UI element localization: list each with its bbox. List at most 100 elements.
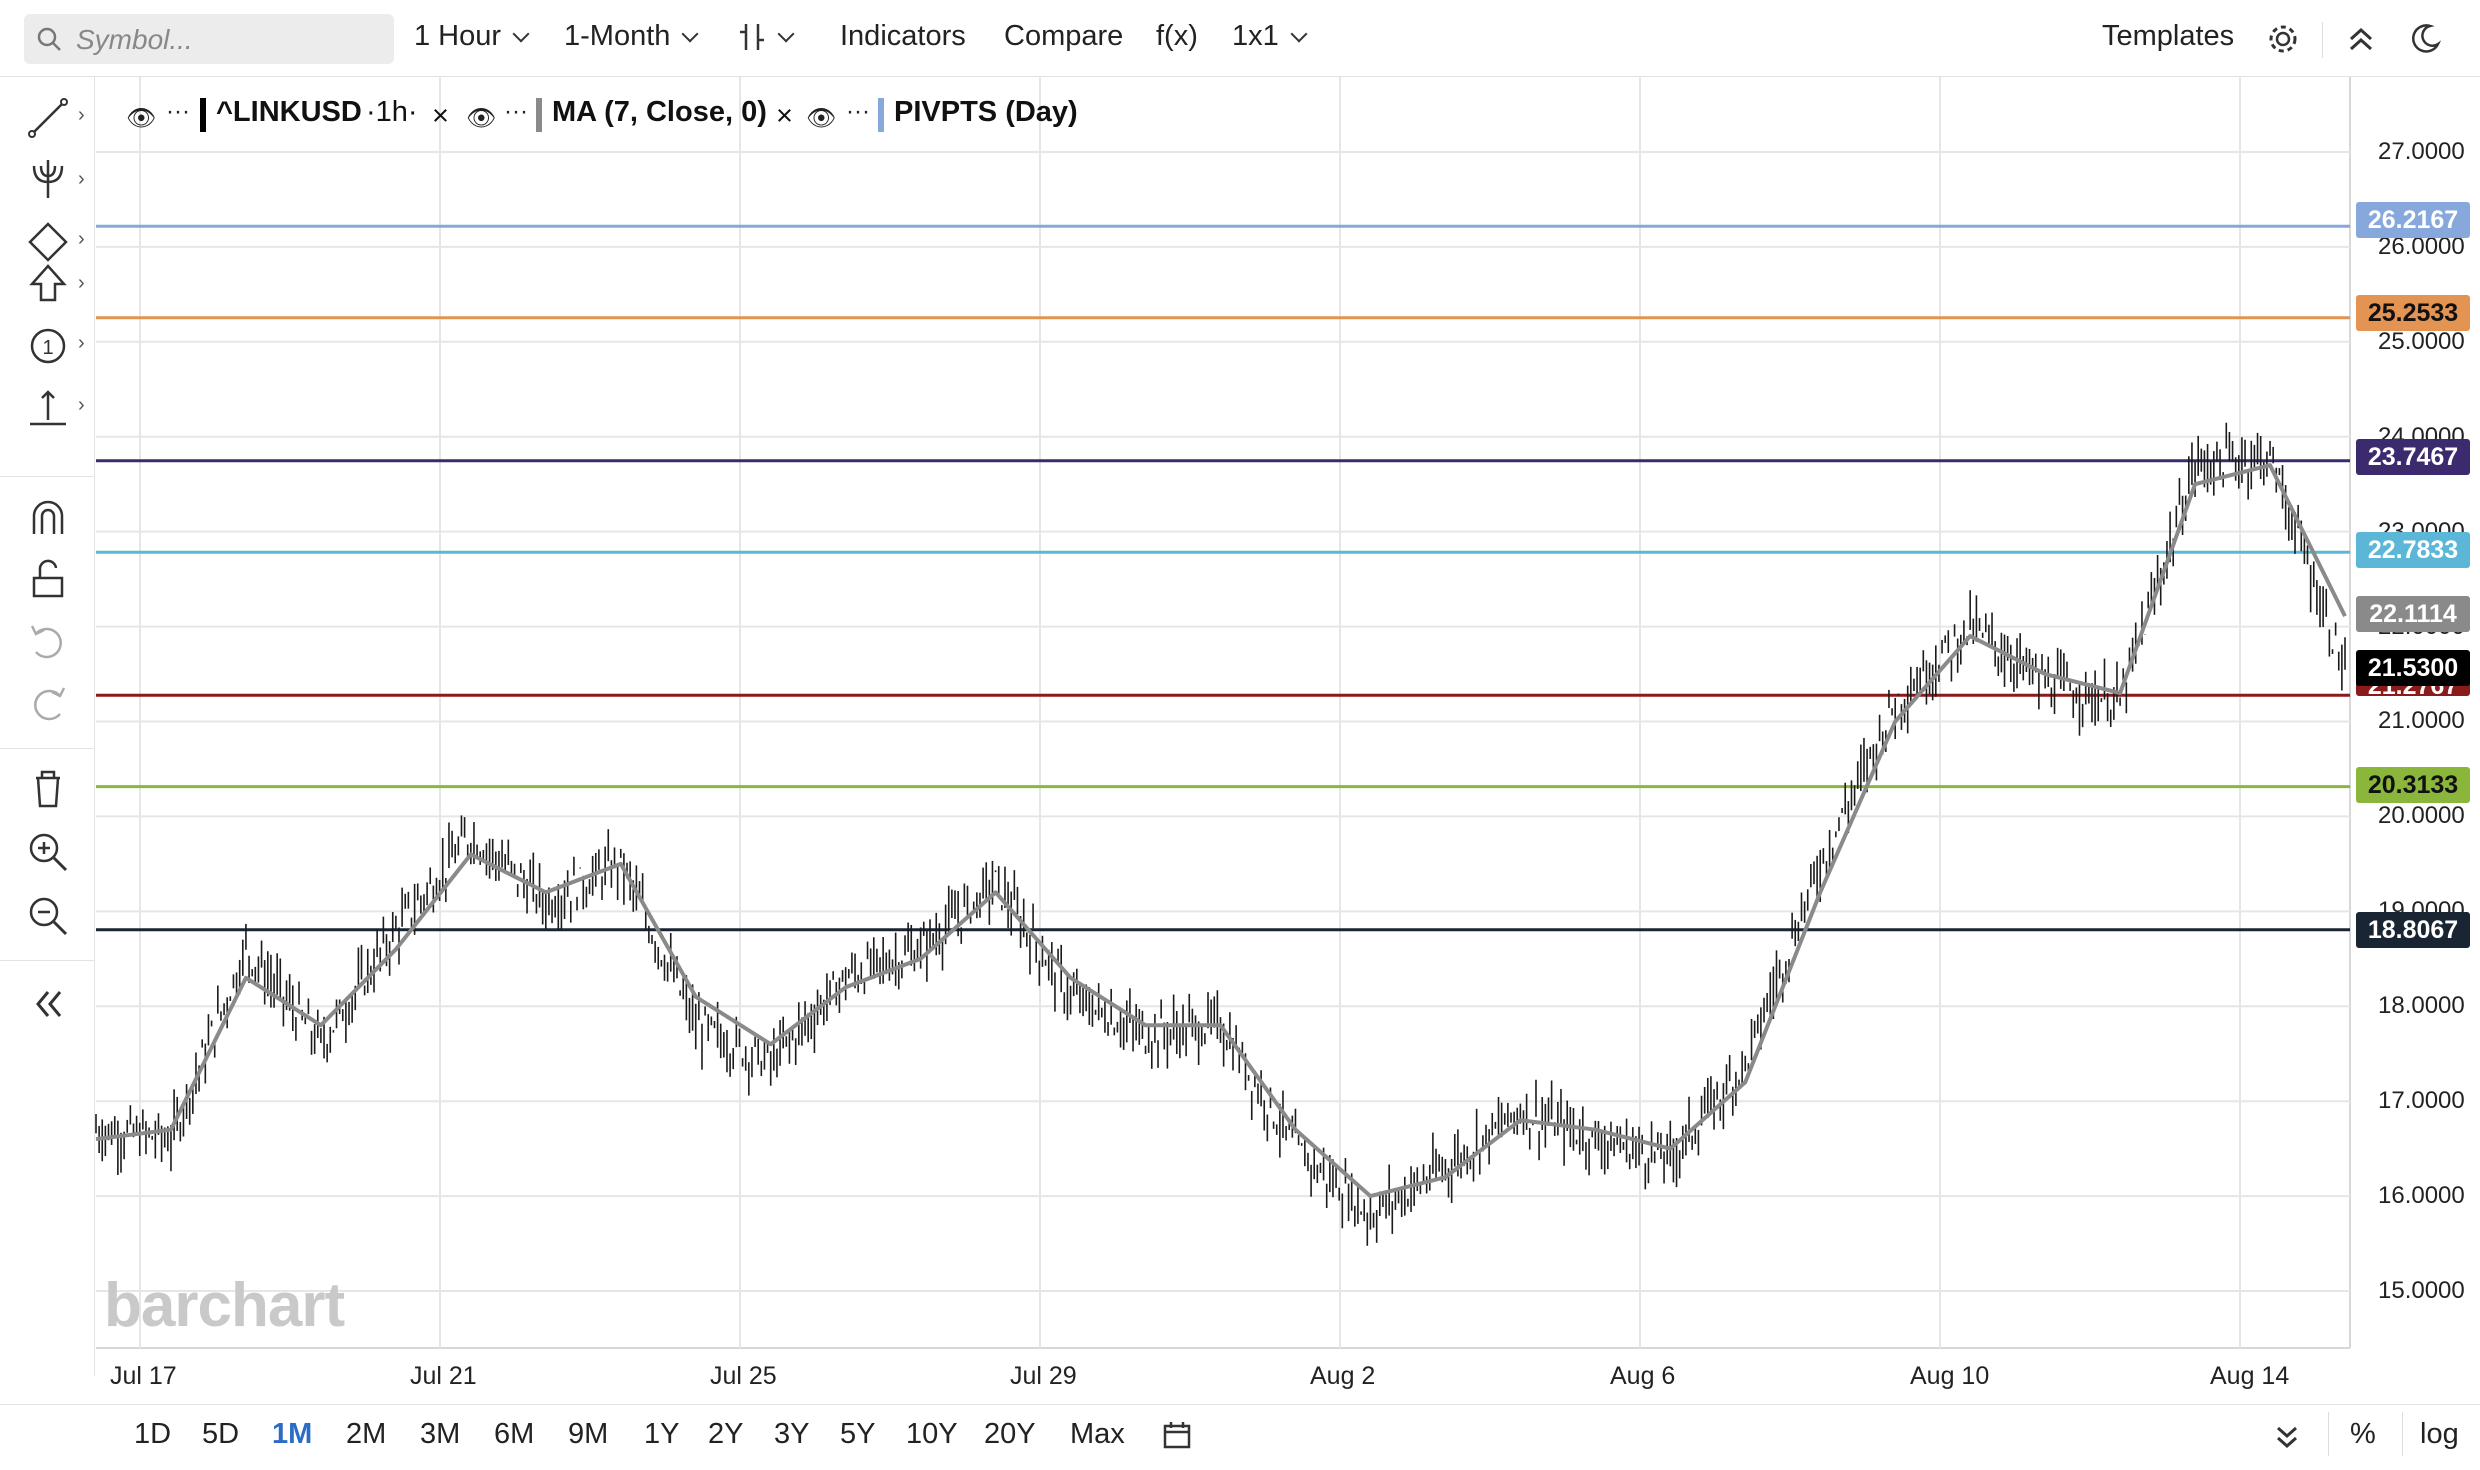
eye-icon[interactable]: 👁 [806, 105, 837, 132]
bottom-divider [2402, 1412, 2403, 1456]
range-button-3y[interactable]: 3Y [774, 1418, 810, 1450]
chevron-right-icon[interactable]: › [78, 332, 85, 354]
range-button-5y[interactable]: 5Y [840, 1418, 876, 1450]
arrow-up-icon[interactable] [24, 260, 72, 308]
price-bars [95, 422, 2346, 1246]
trendline-icon[interactable] [24, 94, 72, 142]
interval-dropdown[interactable]: 1 Hour [414, 20, 530, 53]
layout-label: 1x1 [1232, 20, 1279, 52]
y-tick-label: 17.0000 [2378, 1087, 2465, 1115]
barchart-watermark: barchart [104, 1271, 345, 1340]
symbol-search[interactable] [24, 14, 394, 64]
search-input[interactable] [74, 22, 378, 58]
range-button-1d[interactable]: 1D [134, 1418, 172, 1450]
moon-icon[interactable] [2408, 22, 2442, 56]
interval-label: 1 Hour [414, 20, 502, 52]
redo-icon[interactable] [24, 680, 72, 728]
chevron-down-icon [512, 25, 530, 43]
chevron-down-icon [777, 25, 795, 43]
toolbar-divider [2322, 22, 2323, 58]
legend-interval: ·1h· [366, 96, 418, 128]
x-tick-label: Aug 10 [1910, 1362, 1990, 1390]
sidebar-divider [0, 476, 94, 477]
expand-down-icon[interactable] [2272, 1422, 2302, 1452]
x-tick-label: Jul 29 [1010, 1362, 1077, 1390]
chart-type-dropdown[interactable] [738, 20, 795, 53]
chevron-right-icon[interactable]: › [78, 168, 85, 190]
top-toolbar: 1 Hour 1-Month Indicators Compare f(x) 1… [0, 0, 2480, 77]
eye-icon[interactable]: 👁 [466, 105, 497, 132]
pivot-level-tag: 22.7833 [2356, 532, 2470, 568]
range-button-6m[interactable]: 6M [494, 1418, 535, 1450]
indicators-button[interactable]: Indicators [840, 20, 966, 52]
drawing-toolbar: › › › › 1 › › [0, 76, 95, 1376]
pitchfork-icon[interactable] [24, 156, 72, 204]
more-icon[interactable]: ··· [846, 98, 870, 125]
undo-icon[interactable] [24, 618, 72, 666]
pivot-s2-tag: 20.3133 [2356, 767, 2470, 803]
zoom-in-icon[interactable] [24, 828, 72, 876]
y-tick-label: 21.0000 [2378, 707, 2465, 735]
range-toolbar [0, 1404, 2480, 1470]
close-icon[interactable]: × [776, 100, 793, 132]
eye-icon[interactable]: 👁 [126, 105, 157, 132]
gear-icon[interactable] [2266, 22, 2300, 56]
chevron-down-icon [681, 25, 699, 43]
chevron-right-icon[interactable]: › [78, 228, 85, 250]
close-icon[interactable]: × [432, 100, 449, 132]
svg-text:1: 1 [42, 337, 53, 359]
range-button-10y[interactable]: 10Y [906, 1418, 958, 1450]
x-tick-label: Aug 14 [2210, 1362, 2290, 1390]
sidebar-divider [0, 960, 94, 961]
pivot-r2-tag: 26.2167 [2356, 202, 2470, 238]
range-button-1m[interactable]: 1M [272, 1418, 313, 1450]
range-button-3m[interactable]: 3M [420, 1418, 461, 1450]
percent-toggle[interactable]: % [2350, 1418, 2376, 1450]
chevron-right-icon[interactable]: › [78, 394, 85, 416]
layout-dropdown[interactable]: 1x1 [1232, 20, 1308, 53]
y-tick-label: 27.0000 [2378, 137, 2465, 165]
pivot-pp-tag: 23.7467 [2356, 439, 2470, 475]
more-icon[interactable]: ··· [504, 98, 528, 125]
chevron-right-icon[interactable]: › [78, 272, 85, 294]
measure-icon[interactable] [24, 384, 72, 432]
y-tick-label: 15.0000 [2378, 1277, 2465, 1305]
series-color-swatch [200, 98, 206, 132]
number-marker-icon[interactable]: 1 [24, 322, 72, 370]
range-button-max[interactable]: Max [1070, 1418, 1125, 1450]
range-button-20y[interactable]: 20Y [984, 1418, 1036, 1450]
trash-icon[interactable] [24, 764, 72, 812]
period-dropdown[interactable]: 1-Month [564, 20, 699, 53]
compare-button[interactable]: Compare [1004, 20, 1124, 52]
x-tick-label: Aug 2 [1310, 1362, 1376, 1390]
unlock-icon[interactable] [24, 556, 72, 604]
ma-color-swatch [536, 98, 542, 132]
range-button-2m[interactable]: 2M [346, 1418, 387, 1450]
bottom-divider [2328, 1412, 2329, 1456]
pivot-r1-tag: 25.2533 [2356, 295, 2470, 331]
zoom-out-icon[interactable] [24, 892, 72, 940]
range-button-1y[interactable]: 1Y [644, 1418, 680, 1450]
x-tick-label: Jul 21 [410, 1362, 477, 1390]
more-icon[interactable]: ··· [166, 98, 190, 125]
range-button-9m[interactable]: 9M [568, 1418, 609, 1450]
collapse-sidebar-icon[interactable] [24, 980, 72, 1028]
chevron-right-icon[interactable]: › [78, 104, 85, 126]
legend-ma: MA (7, Close, 0) [552, 96, 767, 128]
pivots-color-swatch [878, 98, 884, 132]
templates-button[interactable]: Templates [2102, 20, 2235, 52]
magnet-icon[interactable] [24, 494, 72, 542]
range-button-5d[interactable]: 5D [202, 1418, 240, 1450]
fx-button[interactable]: f(x) [1156, 20, 1198, 52]
y-tick-label: 20.0000 [2378, 802, 2465, 830]
calendar-icon[interactable] [1162, 1420, 1192, 1450]
range-button-2y[interactable]: 2Y [708, 1418, 744, 1450]
search-icon [37, 27, 61, 51]
shape-icon[interactable] [24, 218, 72, 266]
log-toggle[interactable]: log [2420, 1418, 2459, 1450]
y-tick-label: 25.0000 [2378, 327, 2465, 355]
collapse-up-icon[interactable] [2346, 24, 2376, 54]
ma-line [95, 463, 2347, 1199]
pivot-s3-tag: 18.8067 [2356, 912, 2470, 948]
